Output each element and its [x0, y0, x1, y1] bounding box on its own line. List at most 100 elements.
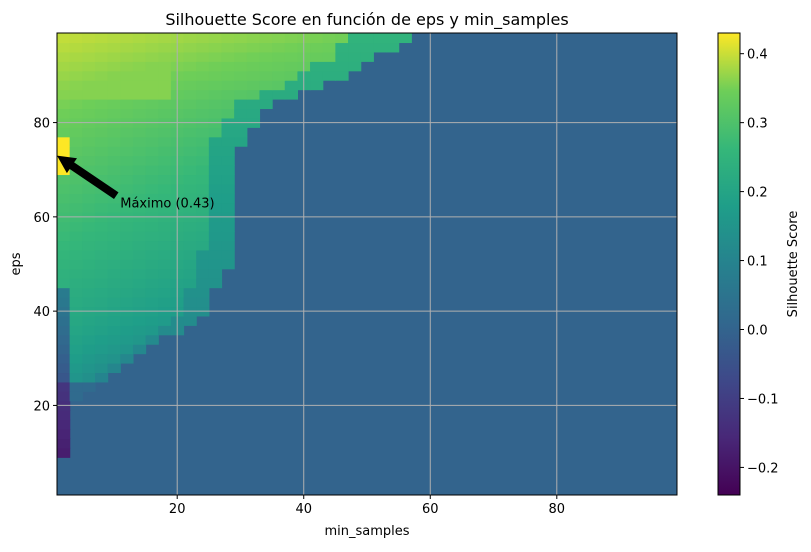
heatmap-cell [107, 259, 121, 270]
heatmap-cell [132, 61, 147, 72]
heatmap-cell [208, 155, 223, 166]
heatmap-cell [69, 146, 83, 157]
heatmap-cell [221, 99, 235, 110]
heatmap-cell [94, 287, 109, 298]
heatmap-cell [120, 70, 134, 81]
heatmap-cell [69, 325, 83, 336]
heatmap-cell [145, 240, 159, 251]
heatmap-cell [69, 278, 83, 289]
heatmap-cell [69, 363, 83, 374]
heatmap-cell [360, 33, 374, 44]
heatmap-cell [69, 287, 83, 298]
heatmap-cell [196, 108, 210, 119]
heatmap-cell [158, 51, 172, 62]
heatmap-cell [120, 344, 134, 355]
heatmap-cell [132, 108, 147, 119]
x-axis-ticks: 20 40 60 80 [169, 495, 565, 517]
heatmap-cell [221, 249, 235, 260]
heatmap-cell [57, 315, 71, 326]
heatmap-cell [82, 146, 96, 157]
heatmap-cell [94, 193, 109, 204]
heatmap-cell [196, 136, 210, 147]
colorbar-tick-label: −0.2 [747, 461, 779, 476]
heatmap-cell [107, 268, 121, 279]
heatmap-cell [348, 51, 362, 62]
heatmap-cell [221, 70, 235, 81]
heatmap-cell [82, 202, 96, 213]
annotation-arrow [57, 155, 119, 199]
heatmap-cell [208, 259, 223, 270]
heatmap-cell [107, 240, 121, 251]
heatmap-cell [132, 259, 147, 270]
heatmap-cell [183, 146, 197, 157]
heatmap-cell [57, 33, 71, 44]
heatmap-cell [183, 174, 197, 185]
heatmap-cell [82, 344, 96, 355]
heatmap-cell [398, 33, 412, 44]
heatmap-cell [94, 344, 109, 355]
heatmap-cell [196, 127, 210, 138]
heatmap-cell [120, 89, 134, 100]
heatmap-cell [322, 61, 336, 72]
heatmap-cell [82, 334, 96, 345]
heatmap-cell [120, 80, 134, 91]
heatmap-cell [145, 231, 159, 242]
heatmap-cell [158, 315, 172, 326]
heatmap-cell [57, 146, 71, 157]
heatmap-cell [208, 127, 223, 138]
heatmap-cell [145, 325, 159, 336]
heatmap-cell [259, 89, 273, 100]
heatmap-cell [69, 51, 83, 62]
heatmap-cell [69, 372, 83, 383]
heatmap-cell [57, 268, 71, 279]
heatmap-cell [57, 42, 71, 53]
y-tick-label: 60 [33, 211, 50, 226]
heatmap-cell [158, 127, 172, 138]
y-tick-label: 20 [33, 399, 50, 414]
heatmap-cell [196, 268, 210, 279]
colorbar-tick-label: 0.3 [747, 117, 768, 132]
heatmap-cell [57, 165, 71, 176]
heatmap-cell [82, 249, 96, 260]
heatmap-cell [183, 297, 197, 308]
heatmap-cell [196, 51, 210, 62]
heatmap-cell [158, 193, 172, 204]
heatmap-cell [132, 325, 147, 336]
heatmap-cell [183, 99, 197, 110]
heatmap-cell [183, 315, 197, 326]
heatmap-area [57, 33, 677, 495]
heatmap-cell [221, 183, 235, 194]
heatmap-cell [385, 42, 400, 53]
heatmap-cell [107, 61, 121, 72]
heatmap-cell [208, 42, 223, 53]
heatmap-cell [183, 249, 197, 260]
heatmap-cell [57, 249, 71, 260]
heatmap-cell [158, 240, 172, 251]
heatmap-cell [57, 278, 71, 289]
heatmap-cell [120, 268, 134, 279]
heatmap-cell [57, 108, 71, 119]
heatmap-cell [183, 155, 197, 166]
heatmap-cell [158, 325, 172, 336]
heatmap-cell [196, 259, 210, 270]
heatmap-cell [221, 108, 235, 119]
heatmap-cell [158, 155, 172, 166]
heatmap-cell [183, 51, 197, 62]
colorbar-ticks: −0.2 −0.1 0.0 0.1 0.2 0.3 0.4 [740, 48, 779, 476]
heatmap-cell [158, 221, 172, 232]
heatmap-cell [284, 61, 299, 72]
heatmap-cell [94, 221, 109, 232]
heatmap-cell [208, 51, 223, 62]
heatmap-cell [246, 51, 261, 62]
heatmap-cell [221, 155, 235, 166]
heatmap-cell [132, 99, 147, 110]
heatmap-cell [107, 174, 121, 185]
heatmap-cell [69, 33, 83, 44]
heatmap-cell [246, 89, 261, 100]
heatmap-cell [57, 183, 71, 194]
heatmap-cell [120, 353, 134, 364]
heatmap-cell [107, 363, 121, 374]
heatmap-cell [158, 42, 172, 53]
heatmap-cell [57, 174, 71, 185]
max-annotation: Máximo (0.43) [57, 155, 215, 212]
